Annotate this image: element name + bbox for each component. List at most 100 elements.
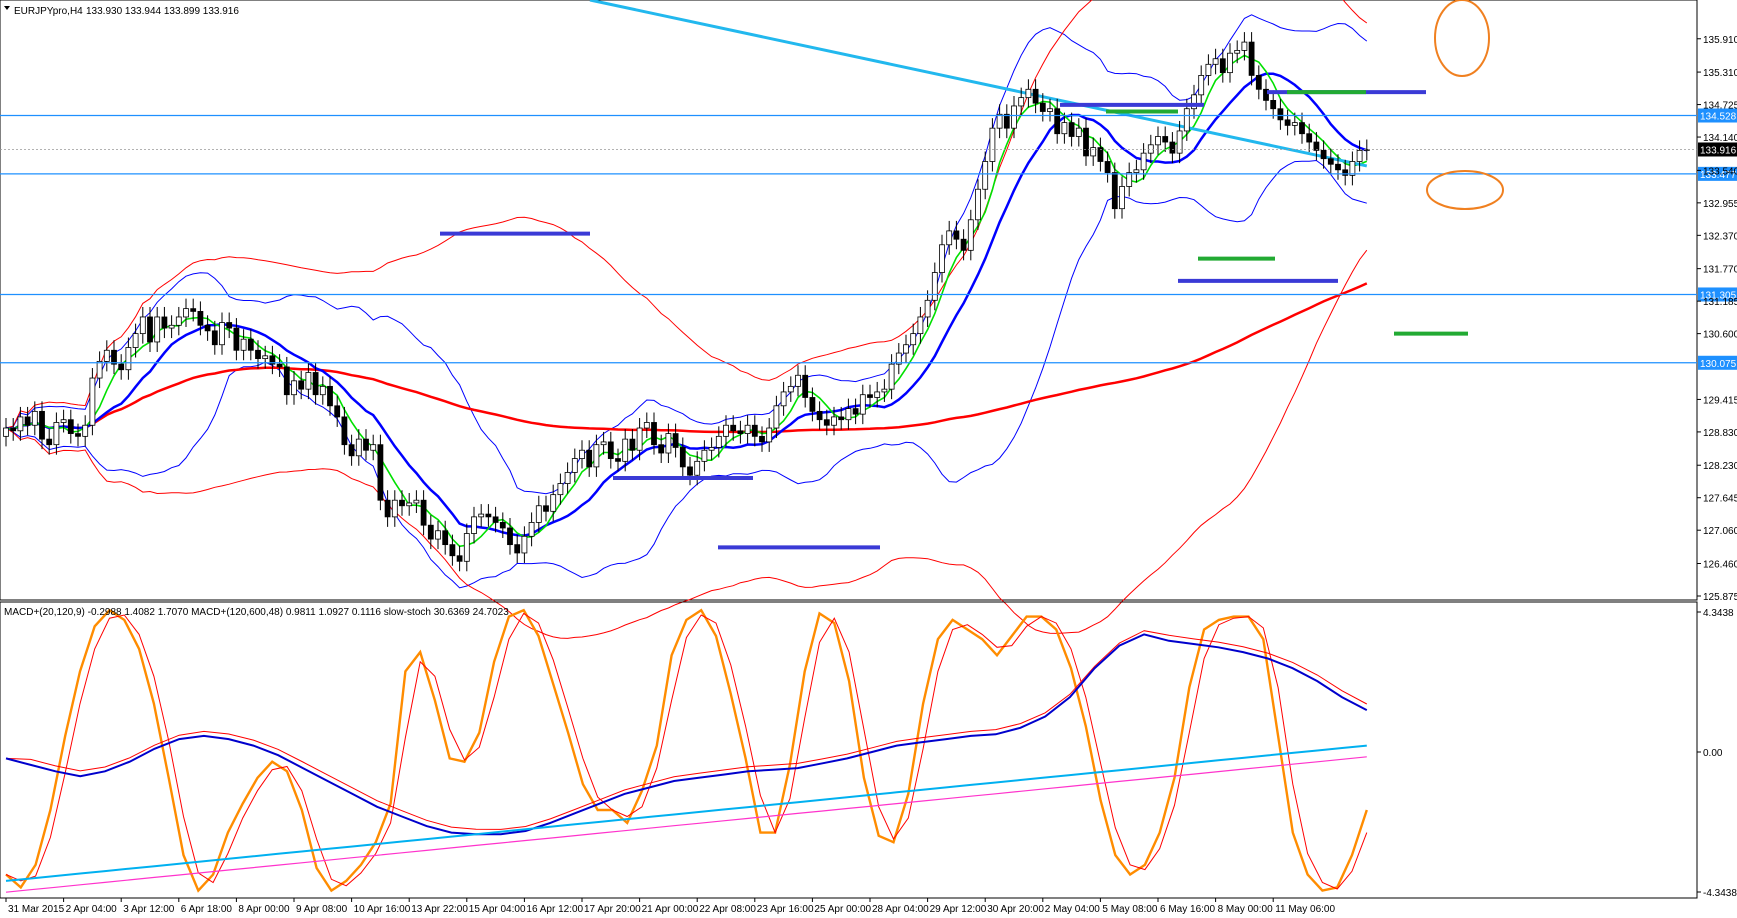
candle-body bbox=[780, 391, 787, 407]
candle-body bbox=[1205, 63, 1212, 76]
price-tick-label: 125.875 bbox=[1703, 592, 1737, 603]
candle-body bbox=[53, 422, 60, 446]
candle-body bbox=[658, 444, 665, 454]
candle-body bbox=[1212, 58, 1219, 65]
candle-body bbox=[643, 422, 650, 429]
candle-body bbox=[579, 449, 585, 459]
candle-body bbox=[1327, 158, 1334, 165]
time-tick-label: 17 Apr 20:00 bbox=[584, 904, 641, 915]
current-price-tag bbox=[1698, 142, 1737, 157]
candle-body bbox=[859, 394, 866, 415]
candle-body bbox=[1126, 172, 1133, 187]
macd-line bbox=[5, 633, 1368, 836]
candle-body bbox=[1263, 88, 1269, 101]
candle-body bbox=[1147, 144, 1154, 154]
price-tick-label: 127.060 bbox=[1703, 526, 1737, 537]
time-tick-label: 8 May 00:00 bbox=[1218, 904, 1273, 915]
candle-body bbox=[1176, 130, 1183, 154]
price-tick-label: 126.460 bbox=[1703, 560, 1737, 571]
candle-body bbox=[1356, 149, 1363, 162]
candle-body bbox=[737, 430, 744, 434]
candle-body bbox=[1349, 161, 1356, 176]
candle-body bbox=[1003, 113, 1010, 129]
candle-body bbox=[1183, 108, 1190, 132]
candle-body bbox=[377, 444, 384, 501]
candle-body bbox=[766, 427, 773, 443]
time-tick-label: 29 Apr 12:00 bbox=[930, 904, 987, 915]
candle-body bbox=[255, 349, 261, 360]
candle-body bbox=[384, 499, 391, 518]
candle-body bbox=[607, 441, 614, 459]
candle-body bbox=[694, 460, 701, 476]
candle-body bbox=[111, 349, 117, 365]
candle-body bbox=[1119, 186, 1125, 210]
candle-body bbox=[586, 449, 593, 468]
candle-body bbox=[1191, 94, 1197, 110]
candle-body bbox=[1140, 152, 1147, 171]
candle-body bbox=[456, 555, 463, 562]
candle-body bbox=[687, 466, 693, 476]
candles bbox=[3, 32, 1370, 572]
dropdown-triangle-icon[interactable] bbox=[4, 6, 10, 10]
candle-body bbox=[168, 324, 175, 329]
candle-body bbox=[334, 405, 341, 418]
indicator-tick-label: 4.3438 bbox=[1703, 608, 1734, 619]
candle-body bbox=[175, 316, 182, 326]
level-tag-label: 131.305 bbox=[1700, 290, 1737, 301]
level-tag bbox=[1698, 287, 1737, 302]
candle-body bbox=[75, 433, 81, 437]
candle-body bbox=[240, 338, 247, 351]
candle-body bbox=[1291, 122, 1298, 126]
candle-body bbox=[1018, 97, 1025, 107]
candle-body bbox=[125, 347, 132, 371]
candle-body bbox=[708, 447, 715, 451]
candle-body bbox=[341, 416, 348, 446]
candle-body bbox=[31, 410, 38, 426]
outer-band-lower-line bbox=[5, 249, 1368, 639]
candle-body bbox=[888, 363, 895, 390]
time-tick-label: 9 Apr 08:00 bbox=[296, 904, 348, 915]
candle-body bbox=[723, 424, 729, 437]
candle-body bbox=[139, 316, 146, 335]
candle-body bbox=[391, 499, 398, 518]
candle-body bbox=[449, 544, 456, 557]
candle-body bbox=[1270, 100, 1277, 110]
candle-body bbox=[312, 372, 319, 396]
level-tag-label: 130.075 bbox=[1700, 359, 1737, 370]
candle-body bbox=[276, 363, 283, 368]
candle-body bbox=[960, 238, 967, 251]
candle-body bbox=[1320, 149, 1327, 160]
horizontal-levels: 134.528 133.477 131.305 130.075 133.916 bbox=[0, 108, 1737, 370]
price-tick-label: 135.910 bbox=[1703, 35, 1737, 46]
candle-body bbox=[348, 444, 355, 457]
candle-body bbox=[1068, 122, 1075, 137]
level-tag bbox=[1698, 355, 1737, 370]
candle-body bbox=[564, 472, 571, 484]
candle-body bbox=[528, 522, 535, 537]
candle-body bbox=[1241, 41, 1248, 51]
candle-body bbox=[651, 422, 657, 446]
candle-body bbox=[17, 416, 24, 432]
candle-body bbox=[1011, 105, 1017, 129]
candle-body bbox=[82, 424, 89, 437]
candle-body bbox=[672, 433, 679, 448]
price-tick-label: 135.310 bbox=[1703, 68, 1737, 79]
level-tag bbox=[1698, 166, 1737, 181]
candle-body bbox=[953, 230, 960, 240]
candle-body bbox=[1104, 161, 1111, 173]
candle-body bbox=[622, 438, 629, 462]
price-tick-label: 134.725 bbox=[1703, 101, 1737, 112]
candle-body bbox=[1363, 149, 1370, 151]
time-tick-label: 6 May 16:00 bbox=[1160, 904, 1215, 915]
candle-body bbox=[881, 388, 888, 393]
candle-body bbox=[305, 372, 312, 390]
candle-body bbox=[852, 408, 859, 415]
level-tag-label: 134.528 bbox=[1700, 112, 1737, 123]
time-tick-label: 10 Apr 16:00 bbox=[354, 904, 411, 915]
candle-body bbox=[233, 327, 240, 351]
highlight-circle bbox=[1434, 0, 1490, 77]
candle-body bbox=[816, 410, 823, 421]
candle-body bbox=[946, 230, 953, 246]
candle-body bbox=[132, 333, 139, 348]
mid-ma-line bbox=[5, 72, 1368, 537]
